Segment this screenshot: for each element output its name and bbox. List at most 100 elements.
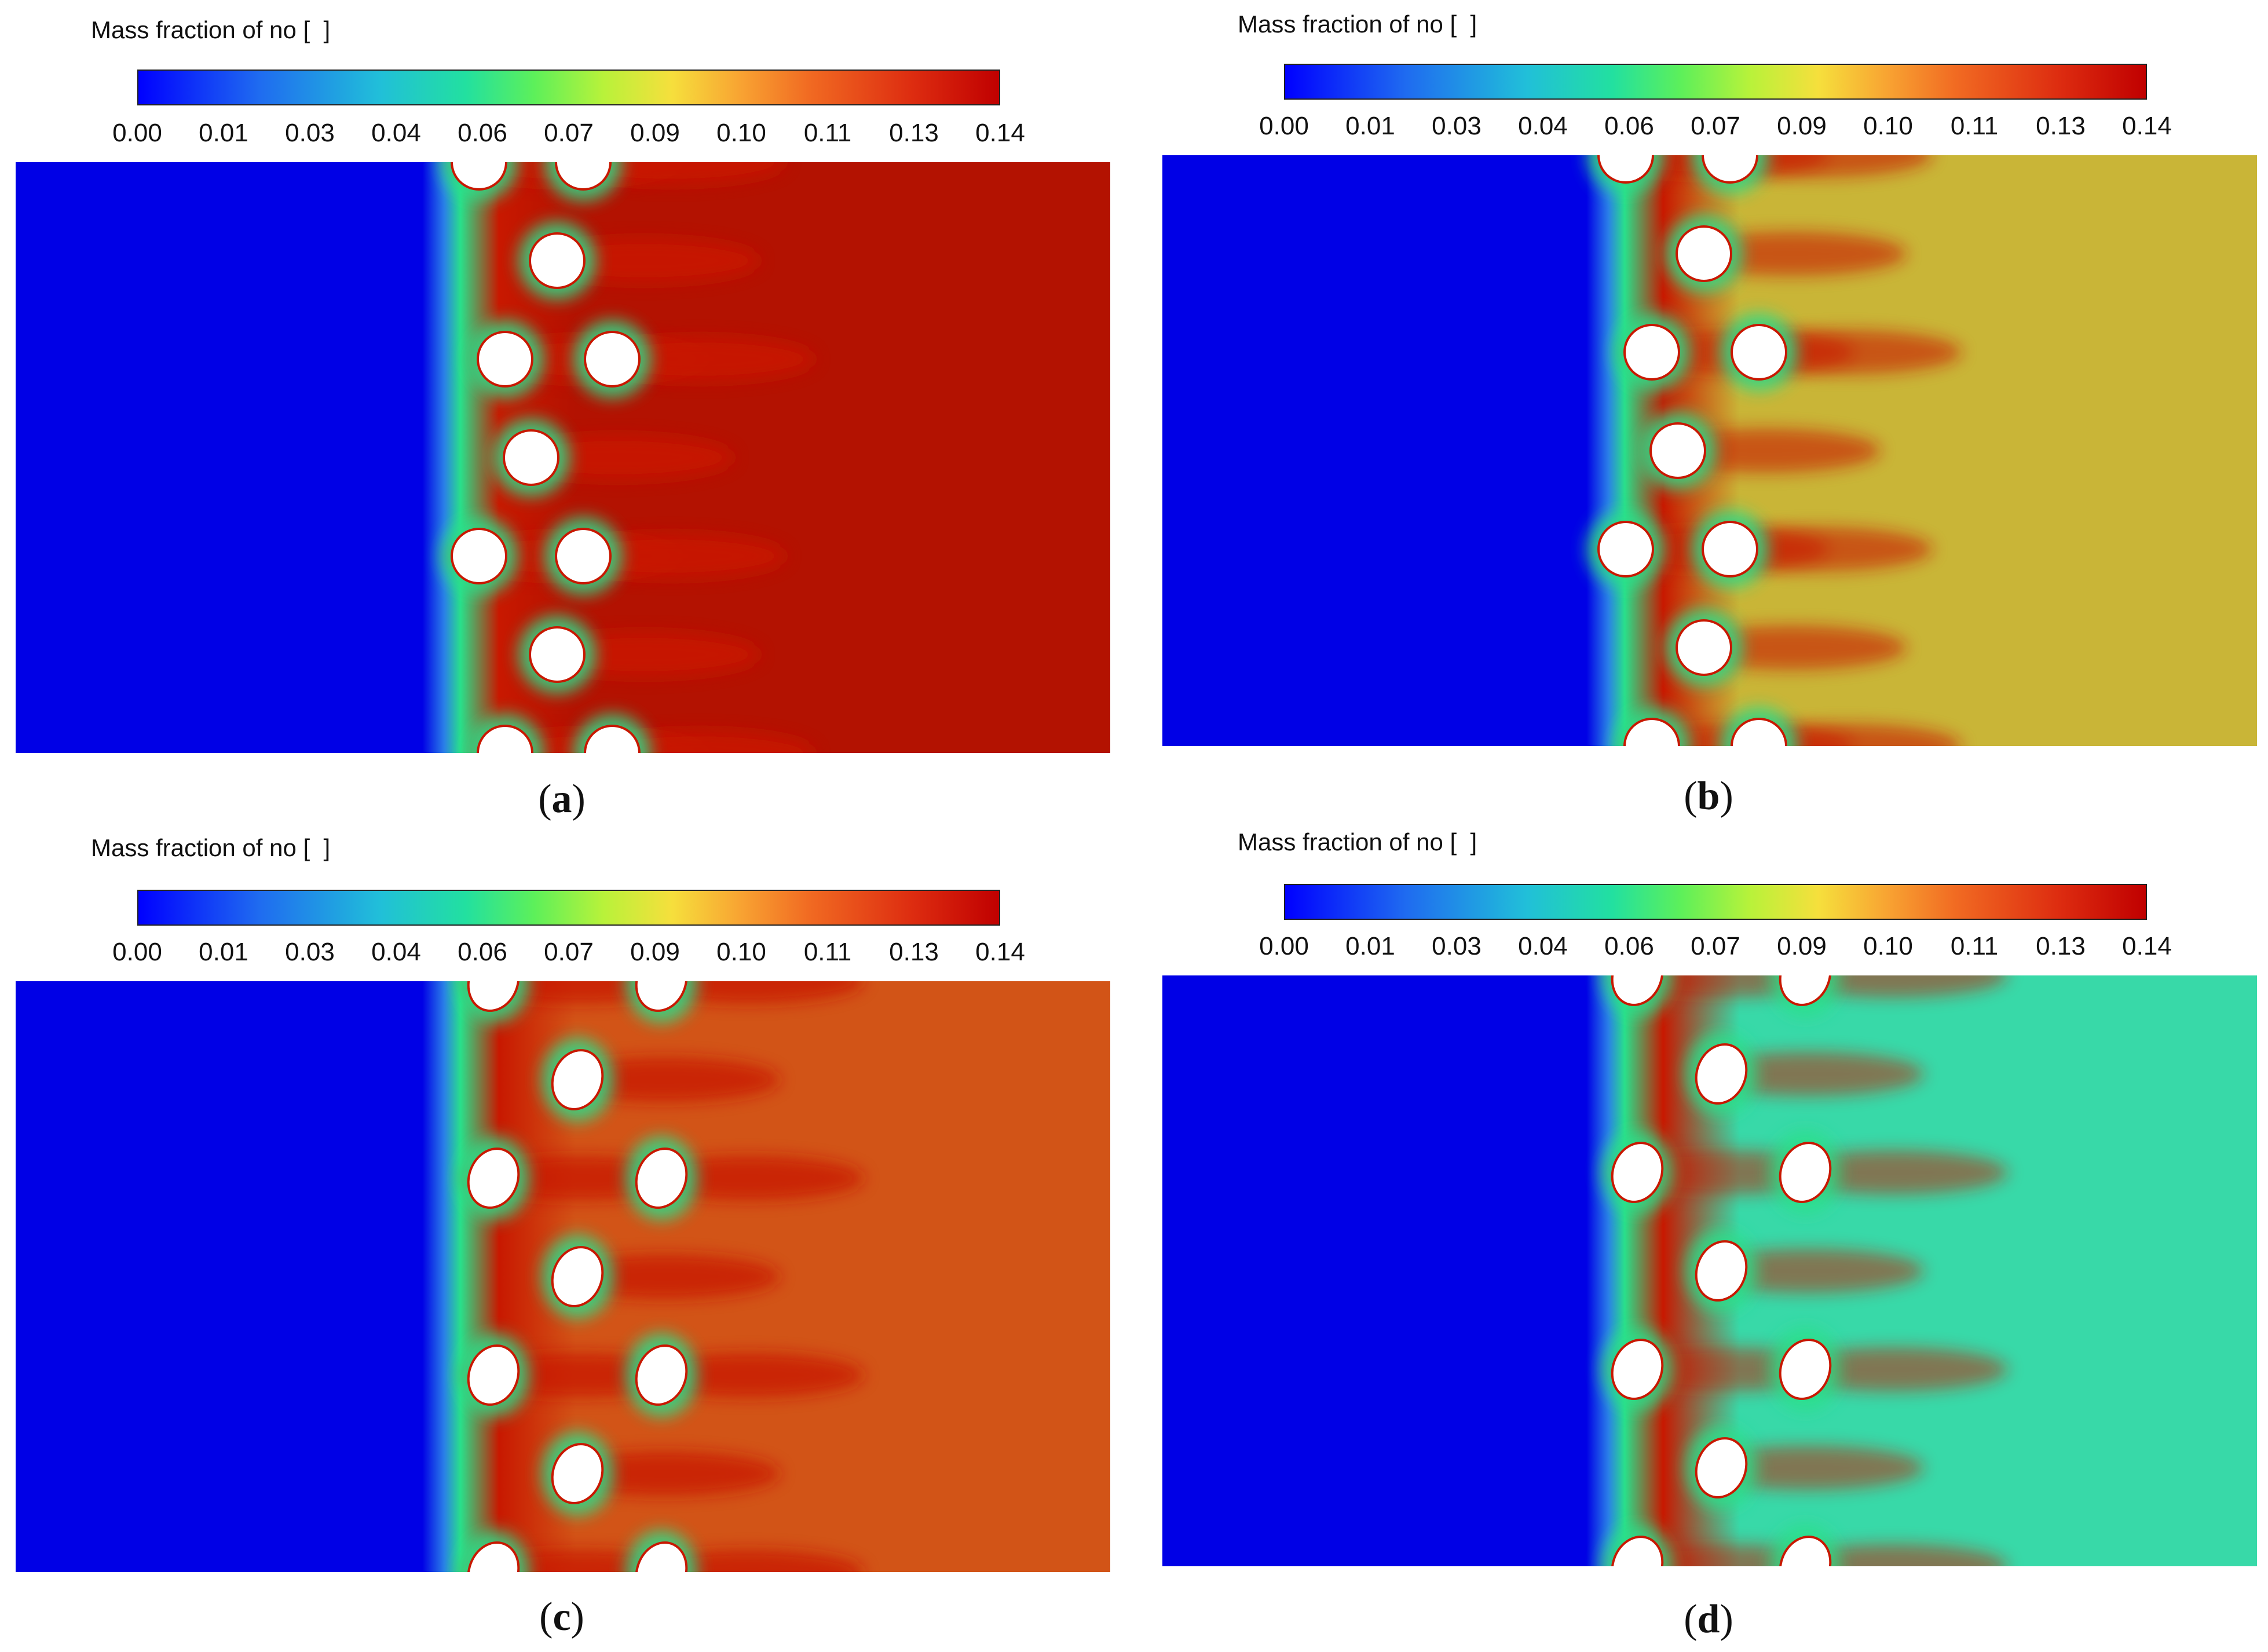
cylinder (1781, 975, 1830, 1004)
cylinder (1697, 1439, 1746, 1496)
colorbar-tick-label: 0.14 (975, 119, 1025, 147)
cylinder (1781, 1538, 1830, 1566)
cylinder (586, 333, 638, 385)
cylinder (469, 1347, 518, 1404)
colorbar-ticks: 0.00 0.01 0.03 0.04 0.06 0.07 0.09 0.10 0.11 0.13… (112, 119, 1025, 148)
colorbar (137, 70, 1000, 105)
cylinder (479, 333, 531, 385)
colorbar-tick-label: 0.00 (112, 938, 162, 966)
colorbar-title: Mass fraction of no [ ] (1238, 828, 1477, 856)
panel-a: Mass fraction of no [ ] 0.00 0.01 0.03 0.04… (0, 0, 1134, 826)
colorbar-tick-label: 0.03 (1432, 932, 1481, 960)
colorbar-tick-label: 0.04 (371, 938, 421, 966)
colorbar-ticks: 0.00 0.01 0.03 0.04 0.06 0.07 0.09 0.10 0.11 0.13… (1259, 932, 2172, 961)
colorbar-tick-label: 0.09 (630, 119, 680, 147)
cylinder (1600, 155, 1652, 181)
colorbar-tick-label: 0.09 (630, 938, 680, 966)
colorbar-tick-label: 0.11 (1950, 932, 1999, 960)
cylinder (469, 1150, 518, 1207)
colorbar-tick-label: 0.10 (716, 938, 766, 966)
cylinder (1626, 720, 1678, 746)
colorbar-tick-label: 0.10 (1863, 112, 1913, 140)
panel-c: Mass fraction of no [ ] 0.00 0.01 0.03 0.04… (0, 826, 1134, 1652)
cylinder (1652, 425, 1704, 477)
cylinder (637, 1347, 686, 1404)
cylinder (586, 727, 638, 753)
colorbar-tick-label: 0.13 (2036, 112, 2086, 140)
colorbar-tick-label: 0.07 (1691, 932, 1740, 960)
cylinder (1613, 975, 1662, 1004)
cylinder (1600, 523, 1652, 575)
cylinder (1697, 1242, 1746, 1299)
cylinder (553, 1445, 602, 1502)
colorbar-tick-label: 0.13 (889, 938, 939, 966)
contour-svg (1162, 975, 2257, 1566)
contour-field (16, 162, 1110, 753)
colorbar-title: Mass fraction of no [ ] (1238, 10, 1477, 38)
cylinder (1697, 1046, 1746, 1102)
cylinder (637, 1544, 686, 1572)
cylinder (1613, 1144, 1662, 1201)
colorbar-tick-label: 0.03 (1432, 112, 1481, 140)
cylinder (1613, 1538, 1662, 1566)
colorbar (1284, 884, 2147, 920)
contour-svg (16, 162, 1110, 753)
colorbar-tick-label: 0.03 (285, 119, 335, 147)
panel-caption: (d) (1684, 1597, 1733, 1642)
contour-field (1162, 975, 2257, 1566)
colorbar-tick-label: 0.06 (458, 938, 507, 966)
colorbar-tick-label: 0.11 (803, 938, 852, 966)
cylinder (1781, 1341, 1830, 1398)
cylinder (469, 981, 518, 1010)
cylinder (479, 727, 531, 753)
cylinder (469, 1544, 518, 1572)
cylinder (505, 432, 557, 484)
cylinder (531, 235, 583, 287)
panel-caption: (c) (539, 1595, 584, 1639)
colorbar-tick-label: 0.04 (1518, 112, 1568, 140)
cylinder (1704, 523, 1756, 575)
colorbar-tick-label: 0.11 (1950, 112, 1999, 140)
colorbar-title: Mass fraction of no [ ] (91, 834, 331, 861)
cylinder (637, 981, 686, 1010)
cylinder (453, 530, 505, 582)
colorbar-tick-label: 0.07 (544, 119, 594, 147)
cylinder (1733, 720, 1785, 746)
colorbar-tick-label: 0.06 (1604, 112, 1654, 140)
colorbar (1284, 64, 2147, 100)
colorbar-tick-label: 0.01 (199, 938, 248, 966)
colorbar-tick-label: 0.14 (2122, 932, 2172, 960)
colorbar-tick-label: 0.07 (1691, 112, 1740, 140)
cylinder (453, 162, 505, 188)
colorbar-tick-label: 0.14 (2122, 112, 2172, 140)
colorbar-tick-label: 0.00 (112, 119, 162, 147)
colorbar-tick-label: 0.01 (1345, 932, 1395, 960)
colorbar-tick-label: 0.07 (544, 938, 594, 966)
colorbar-tick-label: 0.00 (1259, 932, 1309, 960)
colorbar-tick-label: 0.13 (889, 119, 939, 147)
colorbar-tick-label: 0.10 (1863, 932, 1913, 960)
cylinder (1781, 1144, 1830, 1201)
cylinder (557, 530, 609, 582)
cylinder (531, 628, 583, 681)
colorbar-tick-label: 0.01 (199, 119, 248, 147)
colorbar-tick-label: 0.14 (975, 938, 1025, 966)
colorbar-tick-label: 0.00 (1259, 112, 1309, 140)
cylinder (553, 1051, 602, 1108)
colorbar-tick-label: 0.04 (1518, 932, 1568, 960)
cylinder (637, 1150, 686, 1207)
cylinder (1613, 1341, 1662, 1398)
colorbar-tick-label: 0.01 (1345, 112, 1395, 140)
colorbar-tick-label: 0.09 (1777, 932, 1827, 960)
colorbar-tick-label: 0.11 (803, 119, 852, 147)
contour-field (16, 981, 1110, 1572)
colorbar-tick-label: 0.09 (1777, 112, 1827, 140)
colorbar-tick-label: 0.06 (1604, 932, 1654, 960)
colorbar-tick-label: 0.13 (2036, 932, 2086, 960)
contour-field (1162, 155, 2257, 746)
cylinder (1704, 155, 1756, 181)
panel-caption: (a) (538, 777, 586, 821)
cylinder (1733, 326, 1785, 378)
cylinder (557, 162, 609, 188)
contour-svg (16, 981, 1110, 1572)
